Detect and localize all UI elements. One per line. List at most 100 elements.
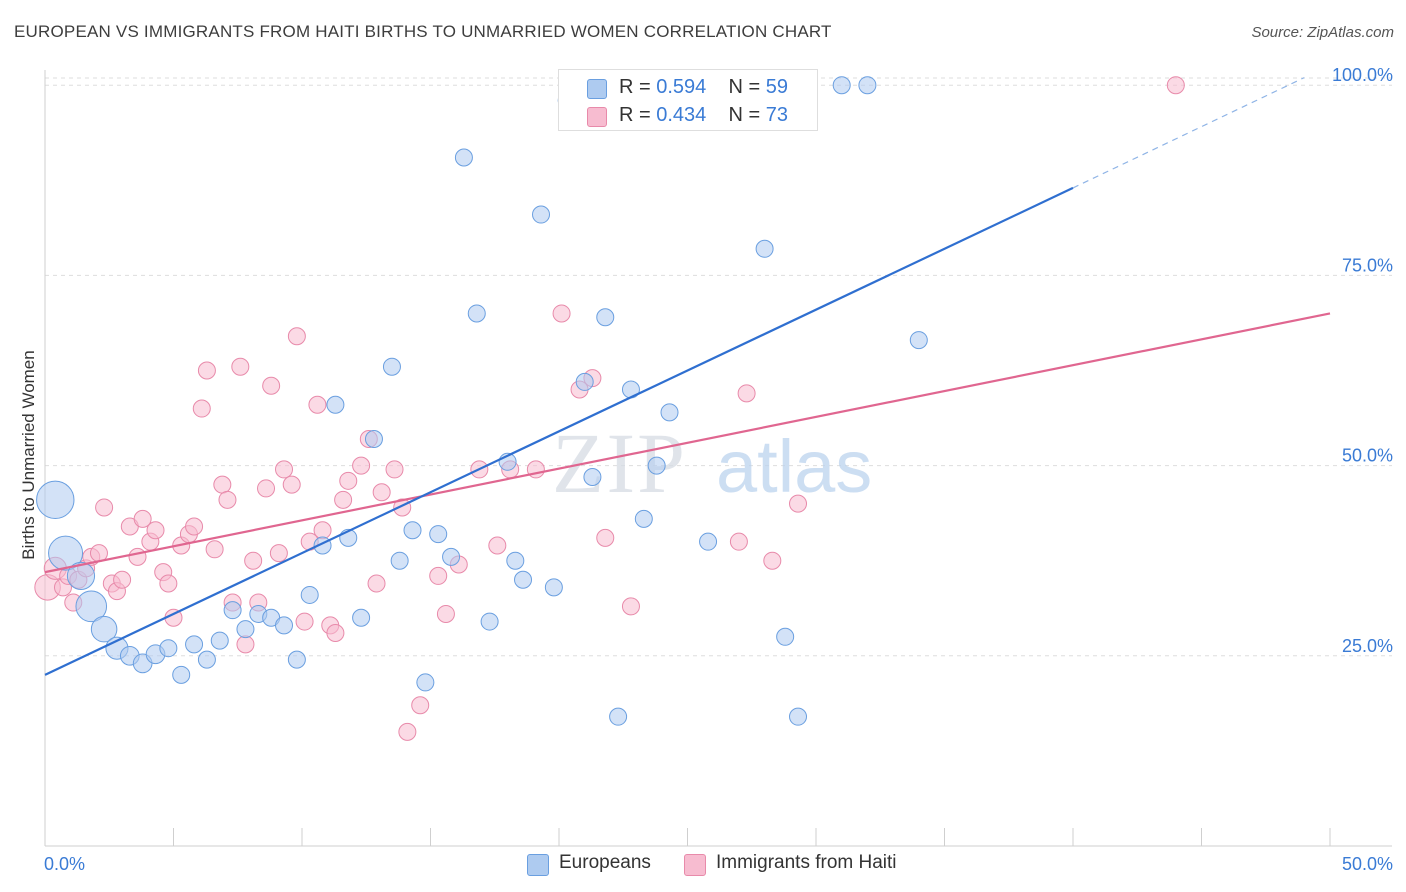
point-european <box>789 707 808 726</box>
point-european <box>755 239 774 258</box>
legend-swatch-europeans <box>527 854 549 876</box>
point-haiti <box>313 521 332 540</box>
point-haiti <box>262 376 281 395</box>
point-haiti <box>596 528 615 547</box>
point-haiti <box>1166 76 1185 95</box>
point-haiti <box>269 544 288 563</box>
point-european <box>660 403 679 422</box>
point-european <box>596 308 615 327</box>
legend-swatch-haiti <box>684 854 706 876</box>
point-haiti <box>334 490 353 509</box>
point-european <box>544 578 563 597</box>
point-haiti <box>429 566 448 585</box>
point-european <box>159 639 178 658</box>
point-haiti <box>488 536 507 555</box>
point-haiti <box>159 574 178 593</box>
y-tick-label: 50.0% <box>1342 446 1393 466</box>
point-european <box>236 620 255 639</box>
trend-lines <box>44 77 1331 676</box>
point-european <box>287 650 306 669</box>
point-european <box>172 665 191 684</box>
stats-n-label: N = <box>728 76 761 98</box>
legend-label-europeans: Europeans <box>559 852 651 873</box>
point-haiti <box>737 384 756 403</box>
point-european <box>90 615 118 643</box>
watermark-atlas: atlas <box>716 425 872 508</box>
point-haiti <box>367 574 386 593</box>
point-european <box>858 76 877 95</box>
point-european <box>403 521 422 540</box>
point-haiti <box>339 471 358 490</box>
point-european <box>699 532 718 551</box>
legend-label-haiti: Immigrants from Haiti <box>716 852 897 873</box>
point-european <box>532 205 551 224</box>
point-european <box>429 525 448 544</box>
x-tick-label: 50.0% <box>1342 854 1393 874</box>
point-european <box>609 707 628 726</box>
axes <box>44 70 1392 847</box>
point-european <box>634 509 653 528</box>
point-haiti <box>205 540 224 559</box>
point-haiti <box>789 494 808 513</box>
chart-title: EUROPEAN VS IMMIGRANTS FROM HAITI BIRTHS… <box>14 22 832 41</box>
stats-r-value-europeans: 0.594 <box>656 76 707 98</box>
y-axis-label: Births to Unmarried Women <box>19 350 38 559</box>
point-european <box>185 635 204 654</box>
y-tick-label: 25.0% <box>1342 636 1393 656</box>
point-european <box>454 148 473 167</box>
y-tick-label: 100.0% <box>1332 65 1393 85</box>
trend-line-europeans-extension <box>1072 77 1305 189</box>
point-european <box>48 535 84 571</box>
point-haiti <box>218 490 237 509</box>
point-european <box>909 331 928 350</box>
point-haiti <box>729 532 748 551</box>
point-haiti <box>257 479 276 498</box>
point-haiti <box>287 327 306 346</box>
point-european <box>326 395 345 414</box>
point-haiti <box>231 357 250 376</box>
legend: Europeans Immigrants from Haiti <box>0 852 1406 878</box>
point-haiti <box>621 597 640 616</box>
point-haiti <box>192 399 211 418</box>
source-credit: Source: ZipAtlas.com <box>1251 24 1394 41</box>
point-haiti <box>385 460 404 479</box>
y-tick-label: 75.0% <box>1342 255 1393 275</box>
point-european <box>776 627 795 646</box>
point-european <box>36 480 75 520</box>
point-haiti <box>282 475 301 494</box>
y-tick-labels: 25.0% 50.0% 75.0% 100.0% <box>1332 65 1393 656</box>
point-haiti <box>436 604 455 623</box>
point-european <box>832 76 851 95</box>
point-european <box>382 357 401 376</box>
point-european <box>197 650 216 669</box>
point-haiti <box>236 635 255 654</box>
stats-swatch-europeans <box>587 79 607 99</box>
point-european <box>647 456 666 475</box>
point-haiti <box>133 509 152 528</box>
point-european <box>467 304 486 323</box>
point-haiti <box>552 304 571 323</box>
stats-row-europeans: R = 0.594 N = 59 <box>559 72 817 102</box>
trend-line-haiti <box>44 312 1331 574</box>
watermark-zip: ZIP <box>552 415 687 511</box>
point-haiti <box>398 722 417 741</box>
point-european <box>506 551 525 570</box>
point-haiti <box>213 475 232 494</box>
point-haiti <box>411 696 430 715</box>
point-haiti <box>295 612 314 631</box>
x-tick-labels: 0.0% 50.0% <box>44 854 1393 874</box>
stats-box: R = 0.594 N = 59 R = 0.434 N = 73 <box>558 69 818 131</box>
stats-r-label: R = <box>619 104 651 126</box>
x-tick-label: 0.0% <box>44 854 85 874</box>
point-haiti <box>308 395 327 414</box>
point-haiti <box>128 547 147 566</box>
point-haiti <box>352 456 371 475</box>
point-haiti <box>113 570 132 589</box>
point-european <box>66 561 96 591</box>
stats-n-label: N = <box>728 104 761 126</box>
point-european <box>390 551 409 570</box>
watermark: ZIP atlas <box>552 415 872 511</box>
point-haiti <box>372 483 391 502</box>
point-european <box>480 612 499 631</box>
